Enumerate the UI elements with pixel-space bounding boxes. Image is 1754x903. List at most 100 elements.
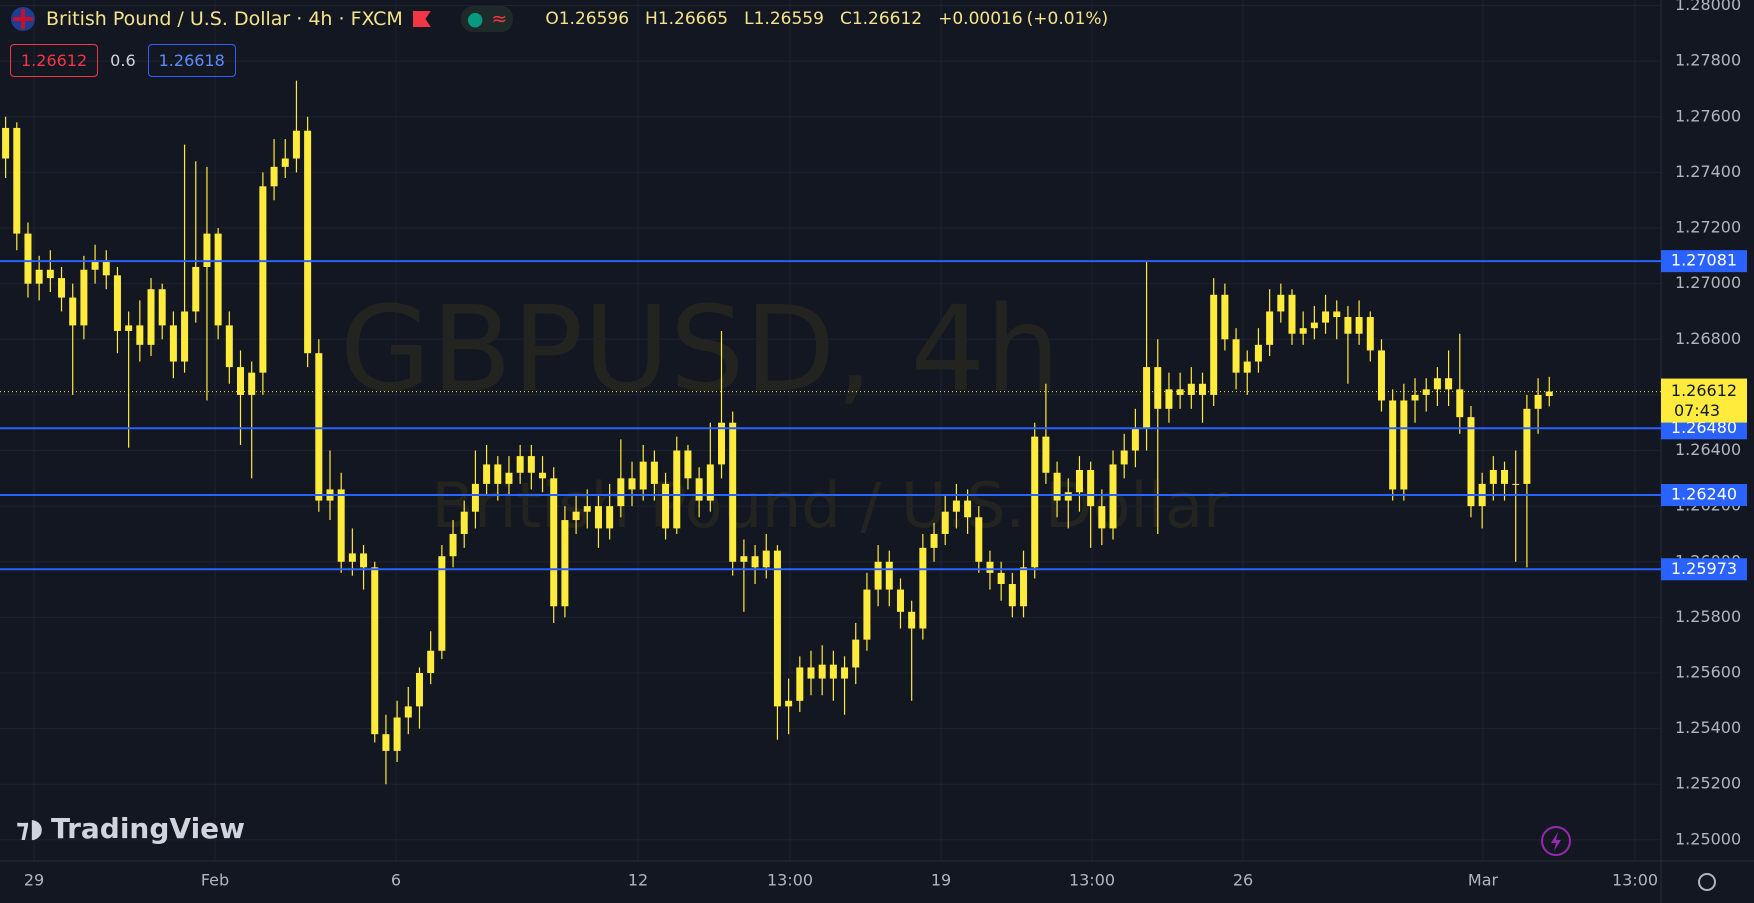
candle-body (1355, 317, 1363, 334)
candle-body (941, 511, 949, 534)
candle-body (930, 533, 938, 548)
candle-body (516, 456, 524, 473)
logo-mark: ⁊◗ (16, 813, 44, 844)
candle-body (1277, 294, 1285, 312)
x-tick-label: 13:00 (1612, 871, 1658, 890)
legend-key: H (645, 9, 658, 29)
status-pill[interactable]: ● ≈ (460, 6, 514, 32)
legend-item: L1.26559 (740, 9, 824, 29)
candle-body (1232, 339, 1240, 373)
candle-body (829, 664, 837, 679)
candle-body (1266, 311, 1274, 345)
candle-body (471, 483, 479, 512)
candle-body (964, 500, 972, 518)
symbol-title[interactable]: British Pound / U.S. Dollar · 4h · FXCM (46, 8, 403, 30)
x-tick-label: 19 (931, 871, 951, 890)
candle-body (1389, 400, 1397, 490)
candle-body (24, 233, 32, 284)
logo: ⁊◗ TradingView (16, 812, 245, 845)
candle-body (427, 650, 435, 674)
candle-body (1333, 311, 1341, 318)
candle-body (896, 589, 904, 612)
candle-body (483, 464, 491, 484)
candle-body (762, 550, 770, 568)
candle-body (729, 422, 737, 562)
candle-body (13, 127, 21, 234)
candle-body (393, 717, 401, 751)
candle-body (1165, 389, 1173, 409)
bid-button[interactable]: 1.26612 (10, 44, 99, 77)
ask-button[interactable]: 1.26618 (147, 44, 236, 77)
candle-body (1344, 317, 1352, 334)
candle-body (1199, 383, 1207, 395)
candle-body (986, 561, 994, 573)
level-label-bg (1661, 250, 1747, 273)
candle-body (169, 325, 177, 362)
candle-body (136, 325, 144, 345)
candle-body (807, 667, 815, 679)
candle-body (1131, 428, 1139, 451)
candle-body (695, 478, 703, 501)
lightning-button[interactable] (1541, 826, 1571, 856)
x-tick-label: 26 (1233, 871, 1253, 890)
settings-button[interactable] (1698, 873, 1716, 891)
candle-body (796, 667, 804, 701)
x-tick-label: 13:00 (1069, 871, 1115, 890)
flag-marker[interactable] (412, 11, 431, 27)
candle-body (1377, 350, 1385, 401)
candle-body (852, 639, 860, 668)
candle-body (404, 706, 412, 718)
candle-body (1456, 389, 1464, 418)
candle-body (1098, 506, 1106, 529)
candle-body (113, 275, 121, 331)
level-label-bg (1661, 484, 1747, 507)
x-tick-label: 13:00 (767, 871, 813, 890)
candle-body (214, 233, 222, 326)
legend-value: 1.26559 (753, 9, 824, 29)
candle-body (773, 550, 781, 707)
y-tick-label: 1.27600 (1675, 106, 1741, 125)
y-tick-label: 1.25200 (1675, 774, 1741, 793)
candle-body (270, 166, 278, 187)
last-price-bg (1661, 378, 1747, 423)
candle-body (158, 289, 166, 326)
candle-body (35, 269, 43, 284)
candle-body (192, 266, 200, 312)
legend-item: C1.26612 (836, 9, 922, 29)
ohlc-legend: O1.26596 H1.26665 L1.26559 C1.26612 +0.00016… (541, 9, 1108, 29)
candle-body (997, 572, 1005, 585)
level-label-bg (1661, 417, 1747, 440)
candle-body (225, 325, 233, 368)
candle-body (248, 372, 256, 395)
legend-key: L (744, 9, 754, 29)
candle-body (908, 611, 916, 629)
y-tick-label: 1.26800 (1675, 329, 1741, 348)
candle-body (80, 269, 88, 326)
y-tick-label: 1.27800 (1675, 51, 1741, 70)
candle-body (69, 297, 77, 326)
candle-body (494, 464, 502, 484)
grid (0, 0, 1661, 861)
candle-body (1064, 492, 1072, 501)
candle-body (203, 233, 211, 267)
candle-body (1042, 436, 1050, 473)
candle-body (292, 130, 300, 159)
legend-value: (+0.01%) (1026, 9, 1109, 29)
candle-body (1109, 464, 1117, 529)
x-tick-label: Feb (201, 871, 229, 890)
candle-body (1523, 408, 1531, 484)
candle-body (1031, 436, 1039, 568)
candle-body (818, 664, 826, 679)
candle-body (1221, 294, 1229, 340)
candle-body (1433, 378, 1441, 390)
candle-body (371, 567, 379, 735)
candle-body (919, 547, 927, 629)
candle-body (102, 261, 110, 276)
candle-body (1154, 367, 1162, 409)
y-tick-label: 1.27200 (1675, 218, 1741, 237)
candle-body (58, 278, 66, 298)
candle-body (337, 489, 345, 562)
candle-body (1534, 394, 1542, 409)
